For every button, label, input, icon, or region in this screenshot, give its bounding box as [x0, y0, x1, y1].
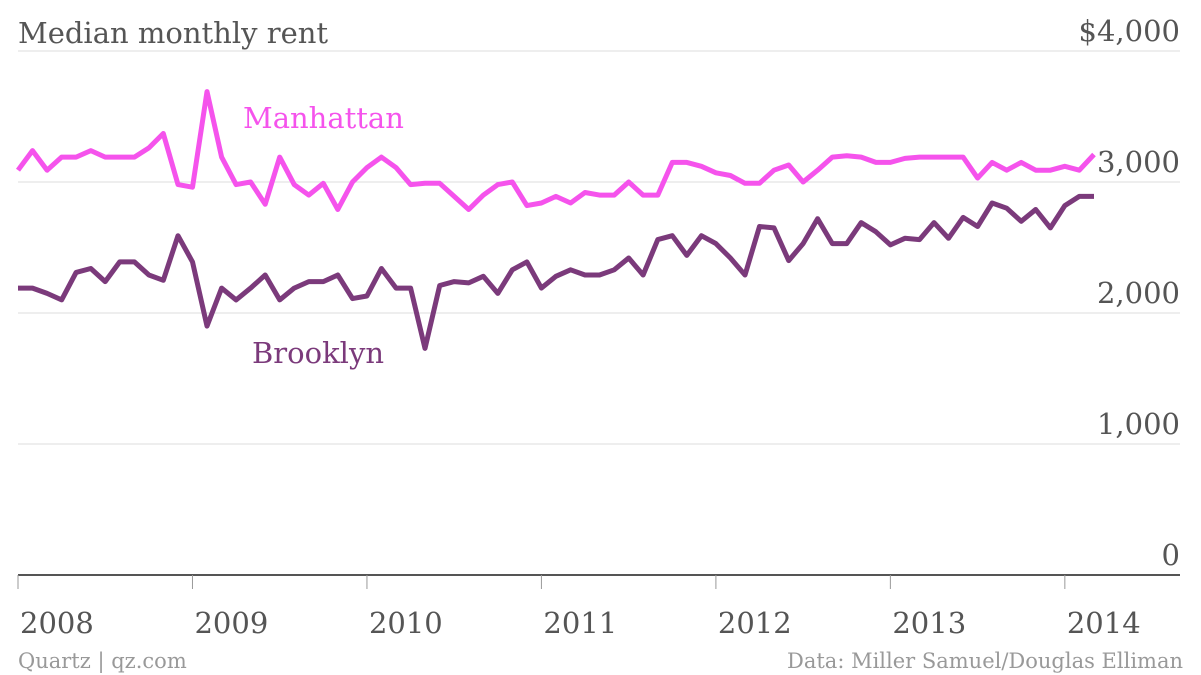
line [18, 193, 1094, 351]
x-tick-label: 2012 [718, 606, 792, 640]
line [15, 89, 1096, 212]
x-tick-label: 2013 [892, 606, 966, 640]
chart-title: Median monthly rent [18, 16, 328, 50]
y-tick-label: $4,000 [1079, 14, 1180, 48]
y-tick-label: 2,000 [1097, 276, 1180, 310]
y-tick-label: 0 [1162, 538, 1180, 572]
y-tick-label: 1,000 [1097, 407, 1180, 441]
x-tick-label: 2010 [369, 606, 443, 640]
source: Data: Miller Samuel/Douglas Elliman [787, 649, 1183, 673]
x-tick-label: 2008 [20, 606, 94, 640]
series-label: Manhattan [243, 101, 404, 135]
y-tick-label: 3,000 [1097, 145, 1180, 179]
series-label: Brooklyn [252, 336, 384, 370]
x-tick-label: 2009 [194, 606, 268, 640]
x-tick-label: 2014 [1067, 606, 1141, 640]
credit: Quartz | qz.com [18, 649, 187, 674]
x-tick-label: 2011 [543, 606, 617, 640]
